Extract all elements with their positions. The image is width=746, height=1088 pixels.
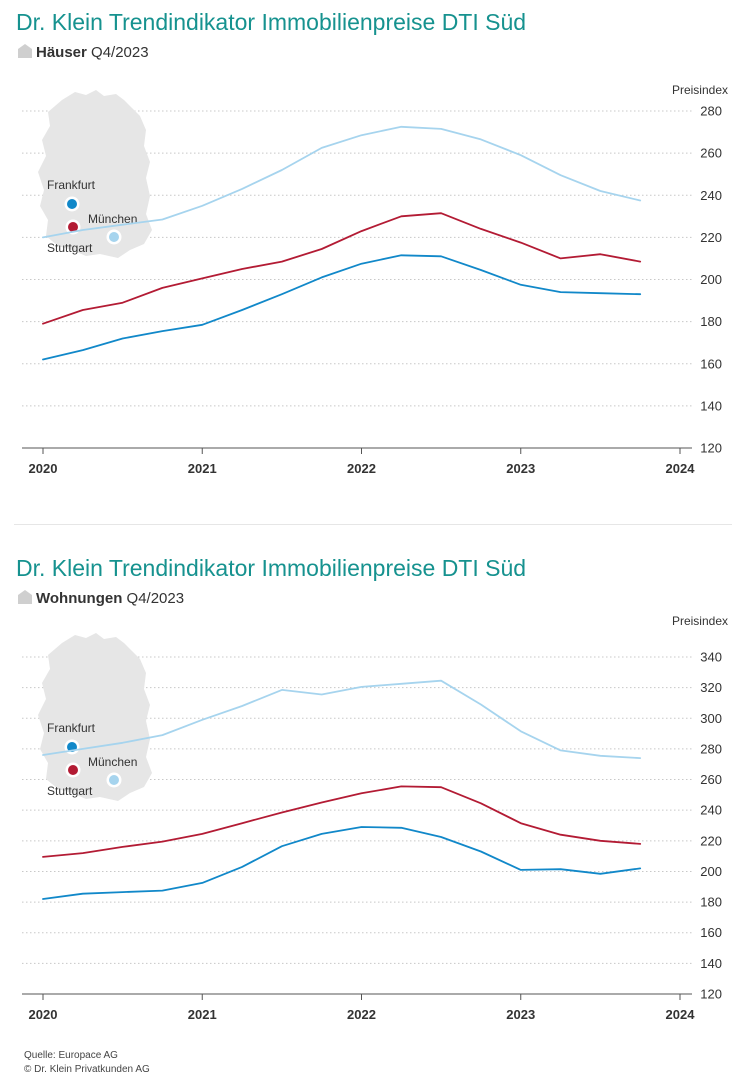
y-tick-label: 180: [700, 895, 722, 910]
frankfurt-label: Frankfurt: [47, 721, 96, 735]
subtitle-period: Q4/2023: [86, 44, 149, 61]
stuttgart-marker: [68, 222, 78, 232]
y-tick-label: 320: [700, 680, 722, 695]
series-line-muenchen: [42, 125, 642, 239]
x-tick-label: 2023: [506, 461, 535, 476]
stuttgart-marker: [68, 765, 78, 775]
footer: Quelle: Europace AG © Dr. Klein Privatku…: [24, 1049, 150, 1077]
chart-apartments: 120 140 160 180 200 220 240 260 280 300 320 340 Prei…: [22, 614, 728, 1022]
subtitle-period: Q4/2023: [122, 590, 185, 607]
y-tick-label: 260: [700, 146, 722, 161]
y-tick-label: 260: [700, 772, 722, 787]
stuttgart-label: Stuttgart: [47, 784, 93, 798]
y-tick-label: 140: [700, 956, 722, 971]
subtitle-category: Wohnungen: [36, 590, 123, 607]
y-tick-label: 220: [700, 833, 722, 848]
y-tick-label: 200: [700, 272, 722, 287]
map-legend: Frankfurt Stuttgart München: [38, 633, 152, 801]
chart-houses: 120 140 160 180 200 220 240 260 280 Preisindex 202…: [22, 83, 728, 476]
frankfurt-marker: [67, 199, 77, 209]
x-tick-label: 2024: [666, 1007, 696, 1022]
y-tick-label: 240: [700, 803, 722, 818]
y-tick-label: 220: [700, 230, 722, 245]
y-tick-label: 140: [700, 398, 722, 413]
muenchen-label: München: [88, 212, 137, 226]
muenchen-marker: [109, 232, 119, 242]
series-line-frankfurt: [42, 254, 642, 361]
muenchen-marker: [109, 775, 119, 785]
map-legend: Frankfurt Stuttgart München: [38, 90, 152, 258]
series-line-stuttgart: [42, 785, 642, 858]
x-tick-label: 2020: [29, 461, 58, 476]
y-tick-label: 200: [700, 864, 722, 879]
chart-panel-apartments: Dr. Klein Trendindikator Immobilienpreis…: [0, 546, 746, 1066]
germany-map-icon: [38, 633, 152, 801]
y-tick-label: 120: [700, 987, 722, 1002]
house-icon: [18, 44, 32, 58]
series-line-muenchen: [42, 679, 642, 760]
y-tick-label: 180: [700, 314, 722, 329]
y-tick-label: 160: [700, 356, 722, 371]
series-line-stuttgart: [42, 212, 642, 325]
source-note: Quelle: Europace AG: [24, 1050, 118, 1061]
x-tick-label: 2024: [666, 461, 696, 476]
subtitle-category: Häuser: [36, 44, 87, 61]
section-divider: [14, 524, 732, 525]
x-tick-label: 2022: [347, 1007, 376, 1022]
y-tick-label: 120: [700, 441, 722, 456]
series-line-frankfurt: [42, 826, 642, 900]
chart-title: Dr. Klein Trendindikator Immobilienpreis…: [16, 555, 527, 581]
x-tick-label: 2023: [506, 1007, 535, 1022]
y-axis-label: Preisindex: [672, 614, 728, 628]
x-tick-label: 2021: [188, 1007, 217, 1022]
y-axis-label: Preisindex: [672, 83, 728, 97]
x-tick-label: 2022: [347, 461, 376, 476]
x-tick-label: 2021: [188, 461, 217, 476]
stuttgart-label: Stuttgart: [47, 241, 93, 255]
y-tick-label: 160: [700, 925, 722, 940]
chart-subtitle: Häuser Q4/2023: [18, 44, 149, 61]
copyright-note: © Dr. Klein Privatkunden AG: [24, 1064, 150, 1075]
chart-title: Dr. Klein Trendindikator Immobilienpreis…: [16, 9, 527, 35]
house-icon: [18, 590, 32, 604]
y-tick-label: 300: [700, 711, 722, 726]
y-tick-label: 340: [700, 650, 722, 665]
chart-subtitle: Wohnungen Q4/2023: [18, 590, 184, 607]
x-tick-label: 2020: [29, 1007, 58, 1022]
muenchen-label: München: [88, 755, 137, 769]
chart-panel-houses: Dr. Klein Trendindikator Immobilienpreis…: [0, 0, 746, 522]
y-tick-label: 240: [700, 188, 722, 203]
germany-map-icon: [38, 90, 152, 258]
frankfurt-label: Frankfurt: [47, 178, 96, 192]
y-tick-label: 280: [700, 741, 722, 756]
y-tick-label: 280: [700, 104, 722, 119]
